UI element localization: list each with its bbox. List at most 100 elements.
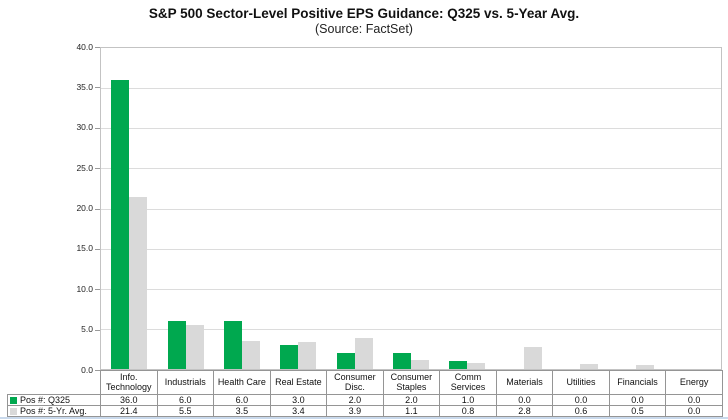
y-axis-tick bbox=[95, 208, 100, 210]
bar-group bbox=[439, 48, 495, 369]
y-axis-tick bbox=[95, 87, 100, 89]
bar-5yr-avg bbox=[580, 364, 599, 369]
gridline bbox=[101, 288, 721, 290]
y-axis-label: 0.0 bbox=[81, 364, 93, 375]
category-header-cell: Energy bbox=[665, 370, 723, 395]
series-name-cell: Pos #: Q325 bbox=[7, 393, 101, 406]
bars-region bbox=[101, 48, 721, 369]
bar-q325 bbox=[111, 80, 130, 369]
bar-group bbox=[157, 48, 213, 369]
bar-group bbox=[326, 48, 382, 369]
value-cell: 6.0 bbox=[156, 393, 215, 406]
value-cell: 0.0 bbox=[552, 393, 610, 406]
bar-group bbox=[383, 48, 439, 369]
y-axis-label: 20.0 bbox=[76, 203, 93, 213]
plot-area bbox=[100, 47, 722, 370]
gridline bbox=[101, 128, 721, 130]
gridline bbox=[101, 208, 721, 210]
value-cell: 0.0 bbox=[665, 393, 723, 406]
table-corner-cell bbox=[8, 371, 101, 395]
bar-q325 bbox=[223, 320, 242, 369]
bar-q325 bbox=[280, 344, 299, 369]
series-name-cell: Pos #: 5-Yr. Avg. bbox=[7, 404, 101, 417]
category-header-cell: Info. Technology bbox=[100, 370, 158, 395]
bar-5yr-avg bbox=[523, 346, 542, 369]
category-header-cell: Real Estate bbox=[269, 370, 328, 395]
y-axis-label: 5.0 bbox=[81, 324, 93, 335]
data-table: Info. Technology Industrials Health Care Re… bbox=[7, 370, 723, 417]
bar-group bbox=[496, 48, 552, 369]
bar-q325 bbox=[449, 360, 468, 369]
value-cell: 5.5 bbox=[156, 404, 215, 417]
series-row: Pos #: Q325 36.0 6.0 6.0 3.0 2.0 2.0 1.0 0.0 0.0 0… bbox=[7, 393, 723, 406]
bar-5yr-avg bbox=[298, 341, 317, 369]
y-axis-label: 25.0 bbox=[76, 162, 93, 173]
category-header-cell: Consumer Disc. bbox=[326, 370, 384, 395]
value-cell: 0.0 bbox=[665, 404, 723, 417]
category-header-cell: Comm Services bbox=[439, 370, 497, 395]
y-axis-tick bbox=[95, 329, 100, 331]
gridline bbox=[101, 168, 721, 170]
y-axis-tick bbox=[95, 47, 100, 48]
category-header-cell: Industrials bbox=[156, 370, 215, 395]
y-axis-label: 40.0 bbox=[76, 41, 93, 52]
gridline bbox=[101, 328, 721, 330]
bar-5yr-avg bbox=[636, 365, 655, 369]
legend-swatch-q325 bbox=[10, 396, 17, 404]
value-cell: 21.4 bbox=[100, 404, 158, 417]
y-axis-tick bbox=[95, 370, 100, 371]
y-axis-tick bbox=[95, 248, 100, 250]
bar-q325 bbox=[392, 352, 411, 369]
category-header-cell: Utilities bbox=[552, 370, 610, 395]
bar-group bbox=[552, 48, 608, 369]
value-cell: 0.8 bbox=[439, 404, 497, 417]
value-cell: 3.0 bbox=[269, 393, 328, 406]
gridline bbox=[101, 248, 721, 250]
series-label: Pos #: Q325 bbox=[20, 394, 71, 405]
bar-group bbox=[214, 48, 270, 369]
value-cell: 3.4 bbox=[269, 404, 328, 417]
bar-5yr-avg bbox=[410, 360, 429, 369]
bar-group bbox=[665, 48, 721, 369]
gridline bbox=[101, 88, 721, 90]
category-header-cell: Materials bbox=[495, 370, 554, 395]
value-cell: 0.5 bbox=[608, 404, 667, 417]
value-cell: 2.0 bbox=[326, 393, 384, 406]
value-cell: 1.1 bbox=[382, 404, 441, 417]
bar-5yr-avg bbox=[185, 324, 204, 369]
chart-subtitle: (Source: FactSet) bbox=[315, 22, 413, 36]
y-axis-label: 35.0 bbox=[76, 81, 93, 92]
category-header-cell: Consumer Staples bbox=[382, 370, 441, 395]
value-cell: 6.0 bbox=[213, 393, 271, 406]
bar-5yr-avg bbox=[129, 197, 148, 369]
y-axis-label: 30.0 bbox=[76, 122, 93, 133]
chart-title: S&P 500 Sector-Level Positive EPS Guidan… bbox=[148, 6, 580, 21]
y-axis-label: 15.0 bbox=[76, 243, 93, 254]
bar-q325 bbox=[167, 320, 186, 369]
category-header-cell: Health Care bbox=[213, 370, 271, 395]
y-axis-tick bbox=[95, 127, 100, 129]
bar-group bbox=[270, 48, 326, 369]
bar-group bbox=[608, 48, 664, 369]
bar-group bbox=[101, 48, 157, 369]
value-cell: 36.0 bbox=[100, 393, 158, 406]
value-cell: 2.8 bbox=[495, 404, 554, 417]
value-cell: 0.0 bbox=[495, 393, 554, 406]
bar-q325 bbox=[336, 352, 355, 369]
legend-swatch-5yr-avg bbox=[10, 407, 17, 415]
bar-5yr-avg bbox=[354, 337, 373, 369]
value-cell: 2.0 bbox=[382, 393, 441, 406]
value-cell: 0.6 bbox=[552, 404, 610, 417]
bar-5yr-avg bbox=[241, 340, 260, 369]
category-header-cell: Financials bbox=[608, 370, 667, 395]
y-axis-label: 10.0 bbox=[76, 283, 93, 294]
y-axis-tick bbox=[95, 168, 100, 170]
value-cell: 3.5 bbox=[213, 404, 271, 417]
bottom-rule bbox=[0, 417, 728, 419]
value-cell: 1.0 bbox=[439, 393, 497, 406]
value-cell: 0.0 bbox=[608, 393, 667, 406]
bar-5yr-avg bbox=[467, 362, 486, 369]
value-cell: 3.9 bbox=[326, 404, 384, 417]
series-row: Pos #: 5-Yr. Avg. 21.4 5.5 3.5 3.4 3.9 1.1 0.8 2… bbox=[7, 404, 723, 417]
